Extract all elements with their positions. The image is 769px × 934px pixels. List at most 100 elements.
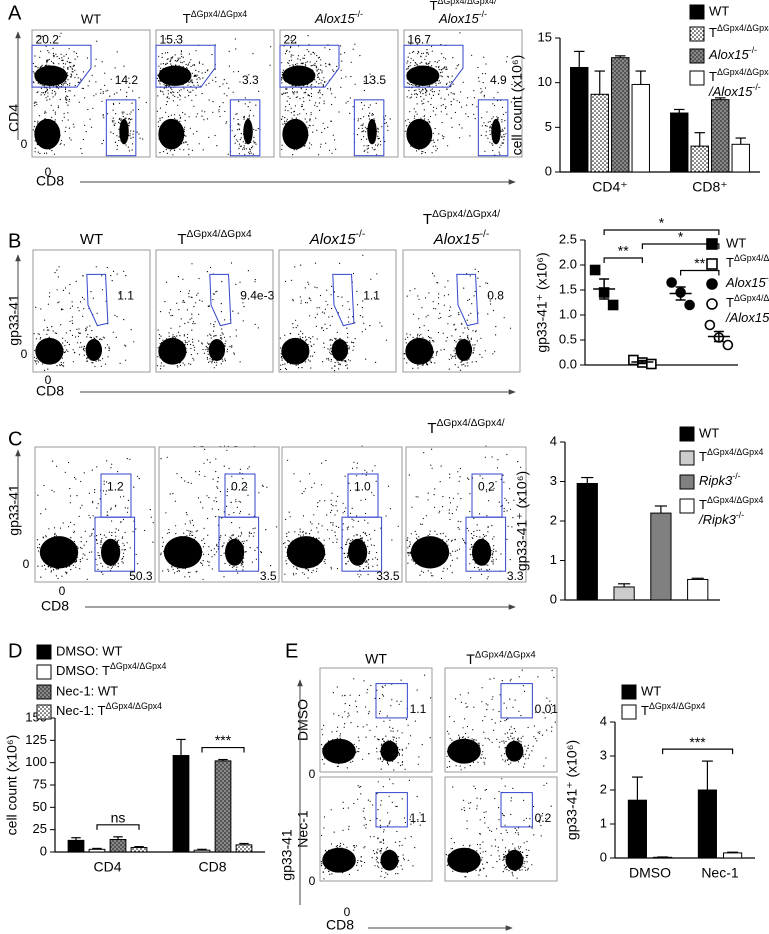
event-dot	[164, 301, 165, 302]
event-dot	[180, 536, 181, 537]
event-dot	[45, 535, 46, 536]
event-dot	[157, 111, 158, 112]
event-dot	[290, 552, 291, 553]
event-dot	[231, 553, 232, 554]
event-dot	[284, 363, 285, 364]
event-dot	[157, 356, 158, 357]
event-dot	[224, 111, 225, 112]
event-dot	[111, 564, 112, 565]
event-dot	[122, 538, 123, 539]
event-dot	[111, 520, 112, 521]
event-dot	[169, 84, 170, 85]
event-dot	[296, 359, 297, 360]
event-dot	[58, 346, 59, 347]
event-dot	[55, 137, 56, 138]
event-dot	[68, 58, 69, 59]
event-dot	[55, 351, 56, 352]
event-dot	[47, 74, 48, 75]
event-dot	[425, 95, 426, 96]
event-dot	[444, 286, 445, 287]
event-dot	[50, 558, 51, 559]
event-dot	[311, 112, 312, 113]
event-dot	[72, 68, 73, 69]
event-dot	[421, 81, 422, 82]
event-dot	[339, 338, 340, 339]
event-dot	[167, 52, 168, 53]
event-dot	[319, 560, 320, 561]
event-dot	[462, 360, 463, 361]
event-dot	[36, 358, 37, 359]
event-dot	[60, 143, 61, 144]
event-dot	[102, 289, 103, 290]
event-dot	[299, 70, 300, 71]
event-dot	[72, 562, 73, 563]
event-dot	[419, 347, 420, 348]
event-dot	[184, 82, 185, 83]
event-dot	[37, 143, 38, 144]
event-dot	[289, 339, 290, 340]
event-dot	[162, 570, 163, 571]
event-dot	[321, 80, 322, 81]
event-dot	[213, 479, 214, 480]
event-dot	[310, 560, 311, 561]
plot-title: Alox15-/-	[309, 229, 366, 248]
event-dot	[79, 568, 80, 569]
event-dot	[224, 466, 225, 467]
event-dot	[304, 347, 305, 348]
event-dot	[58, 128, 59, 129]
event-dot	[379, 322, 380, 323]
event-dot	[171, 144, 172, 145]
event-dot	[446, 69, 447, 70]
event-dot	[298, 558, 299, 559]
event-dot	[181, 359, 182, 360]
event-dot	[224, 319, 225, 320]
event-dot	[207, 335, 208, 336]
event-dot	[60, 324, 61, 325]
event-dot	[160, 63, 161, 64]
event-dot	[158, 56, 159, 57]
event-dot	[414, 94, 415, 95]
event-dot	[358, 128, 359, 129]
event-dot	[408, 348, 409, 349]
event-dot	[331, 121, 332, 122]
event-dot	[301, 122, 302, 123]
event-dot	[415, 127, 416, 128]
event-dot	[334, 139, 335, 140]
event-dot	[187, 72, 188, 73]
event-dot	[290, 141, 291, 142]
event-dot	[255, 324, 256, 325]
event-dot	[179, 134, 180, 135]
event-dot	[216, 347, 217, 348]
event-dot	[411, 355, 412, 356]
event-dot	[298, 132, 299, 133]
event-dot	[317, 314, 318, 315]
event-dot	[175, 64, 176, 65]
event-dot	[56, 535, 57, 536]
event-dot	[301, 547, 302, 548]
event-dot	[406, 62, 407, 63]
event-dot	[52, 345, 53, 346]
event-dot	[488, 122, 489, 123]
event-dot	[417, 129, 418, 130]
event-dot	[33, 71, 34, 72]
event-dot	[491, 118, 492, 119]
event-dot	[349, 309, 350, 310]
event-dot	[287, 92, 288, 93]
event-dot	[174, 73, 175, 74]
event-dot	[452, 127, 453, 128]
event-dot	[139, 97, 140, 98]
event-dot	[101, 143, 102, 144]
event-dot	[171, 138, 172, 139]
event-dot	[202, 93, 203, 94]
event-dot	[465, 342, 466, 343]
event-dot	[486, 111, 487, 112]
event-dot	[386, 122, 387, 123]
event-dot	[471, 338, 472, 339]
event-dot	[72, 323, 73, 324]
event-dot	[108, 550, 109, 551]
event-dot	[415, 89, 416, 90]
gate-percentage: 22	[284, 32, 298, 46]
event-dot	[208, 497, 209, 498]
event-dot	[43, 73, 44, 74]
event-dot	[49, 88, 50, 89]
